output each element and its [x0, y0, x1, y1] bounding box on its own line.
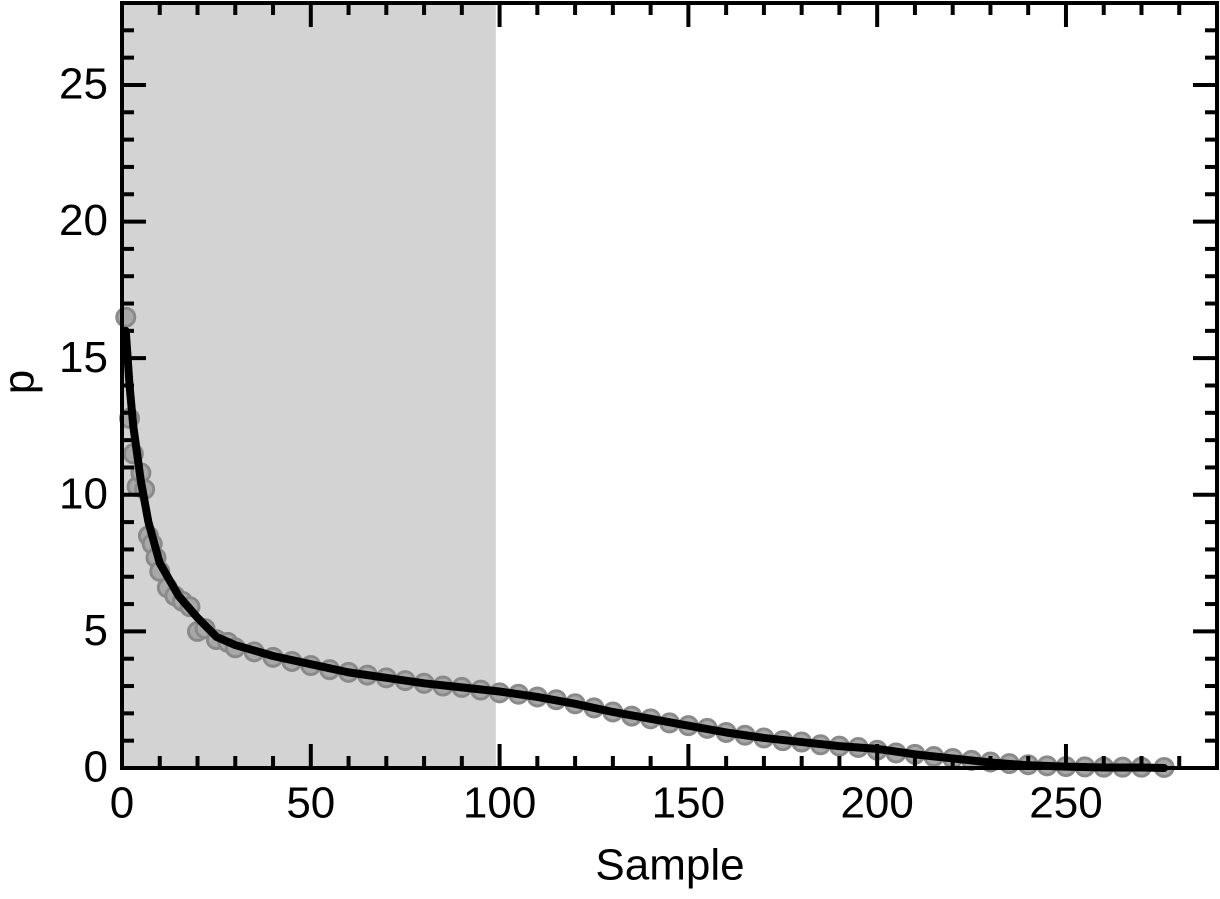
line: [121, 326, 1169, 772]
x-tick-label: 0: [110, 779, 134, 828]
y-tick-label: 0: [84, 743, 108, 792]
x-tick-label: 250: [1029, 779, 1102, 828]
x-tick-label: 200: [840, 779, 913, 828]
x-tick-label: 100: [463, 779, 536, 828]
point: [115, 306, 137, 328]
x-tick-label: 50: [286, 779, 335, 828]
y-tick-label: 15: [59, 333, 108, 382]
x-axis-label: Sample: [595, 841, 744, 890]
y-tick-label: 5: [84, 606, 108, 655]
x-tick-label: 150: [652, 779, 725, 828]
y-axis-label: p: [0, 370, 44, 394]
shaded-region: [122, 3, 496, 768]
y-tick-label: 25: [59, 60, 108, 109]
y-tick-label: 20: [59, 196, 108, 245]
y-tick-label: 10: [59, 469, 108, 518]
